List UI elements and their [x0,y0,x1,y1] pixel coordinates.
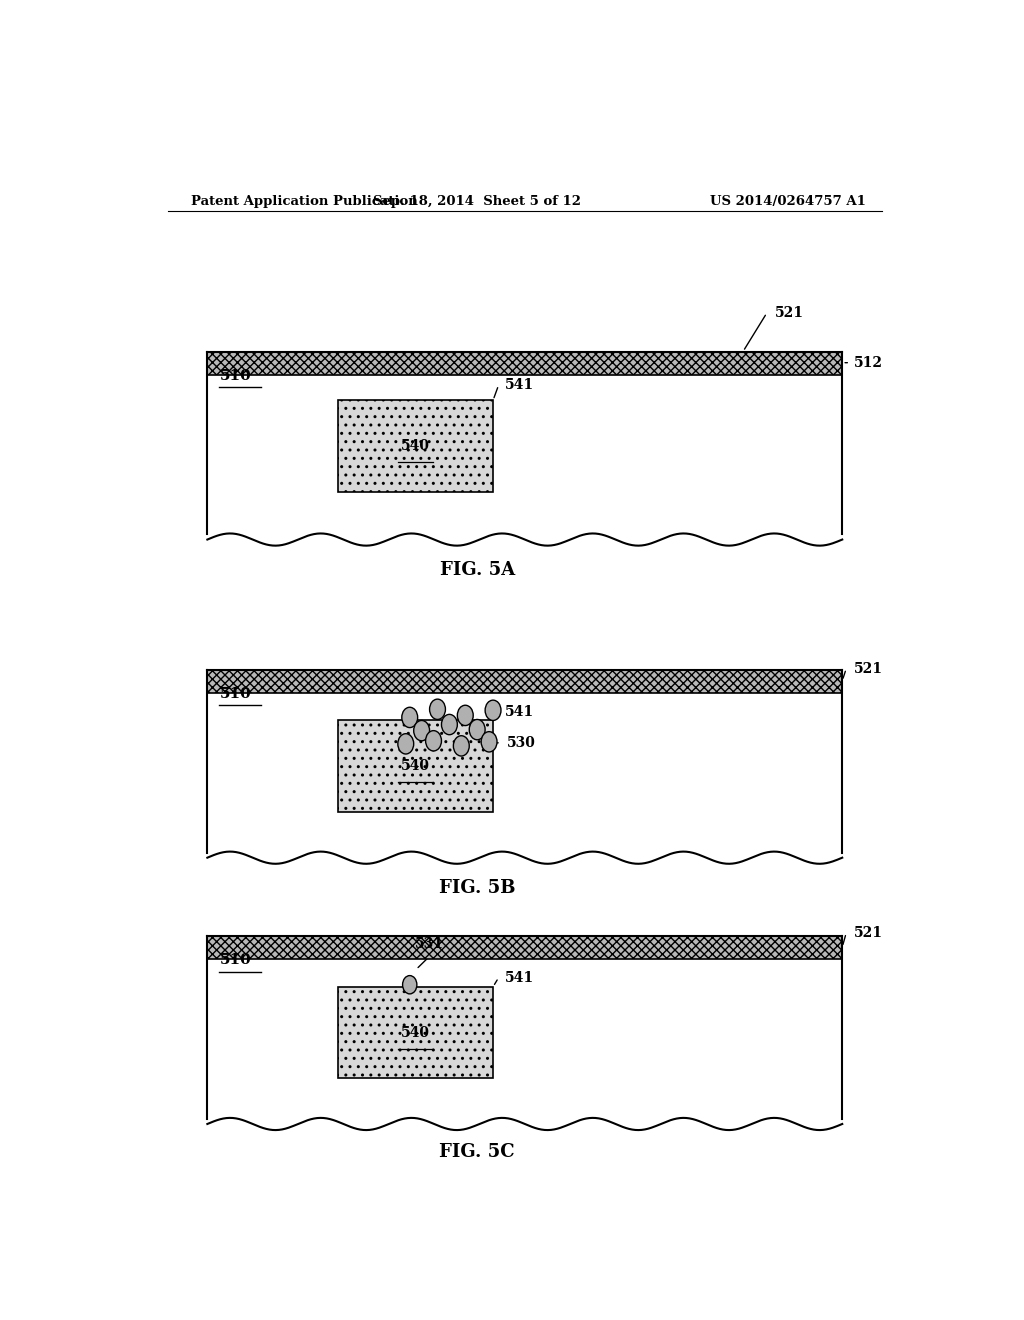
Circle shape [402,975,417,994]
Text: 510: 510 [219,368,251,383]
Text: 541: 541 [505,378,535,392]
Circle shape [430,700,445,719]
Text: 541: 541 [505,705,535,719]
Text: Patent Application Publication: Patent Application Publication [191,194,418,207]
Text: FIG. 5C: FIG. 5C [439,1143,515,1162]
Circle shape [458,705,473,726]
Circle shape [454,735,469,756]
Text: 540: 540 [401,1026,430,1040]
Bar [207,351,843,540]
Circle shape [414,721,430,741]
Bar [207,936,843,960]
Bar [207,669,843,858]
Circle shape [397,734,414,754]
Bar [207,936,843,1125]
Text: FIG. 5B: FIG. 5B [439,879,515,898]
Text: 530: 530 [507,735,537,750]
Text: 521: 521 [854,661,883,676]
Text: 512: 512 [854,355,883,370]
Circle shape [481,731,497,752]
Bar [338,987,494,1078]
Circle shape [426,731,441,751]
Text: 540: 540 [401,759,430,774]
Text: 521: 521 [854,925,883,940]
Bar [207,351,843,375]
Bar [207,669,843,693]
Text: US 2014/0264757 A1: US 2014/0264757 A1 [711,194,866,207]
Circle shape [441,714,458,735]
Circle shape [469,719,485,739]
Text: 521: 521 [775,306,804,319]
Bar [338,400,494,492]
Bar [338,721,494,812]
Text: 510: 510 [219,686,251,701]
Circle shape [401,708,418,727]
Text: FIG. 5A: FIG. 5A [439,561,515,579]
Circle shape [485,700,501,721]
Text: 531: 531 [415,937,444,952]
Text: 541: 541 [505,970,535,985]
Text: Sep. 18, 2014  Sheet 5 of 12: Sep. 18, 2014 Sheet 5 of 12 [373,194,582,207]
Text: 540: 540 [401,440,430,453]
Text: 510: 510 [219,953,251,968]
